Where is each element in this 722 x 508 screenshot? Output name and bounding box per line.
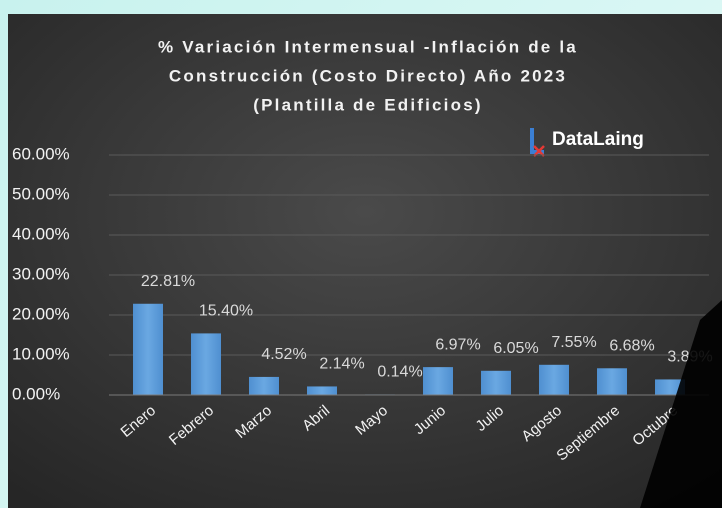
value-label: 22.81% bbox=[141, 273, 195, 290]
bar bbox=[539, 364, 569, 395]
chart-title: Construcción (Costo Directo) Año 2023 bbox=[169, 66, 567, 85]
y-tick-label: 60.00% bbox=[12, 144, 70, 163]
y-tick-label: 10.00% bbox=[12, 344, 70, 363]
logo-text: DataLaing bbox=[552, 129, 644, 150]
bar bbox=[249, 376, 279, 395]
bar bbox=[191, 333, 221, 395]
value-label: 6.97% bbox=[435, 336, 480, 353]
y-tick-label: 50.00% bbox=[12, 184, 70, 203]
bar bbox=[597, 368, 627, 395]
value-label: 4.52% bbox=[261, 346, 306, 363]
logo: DataLaing bbox=[530, 128, 644, 157]
bar bbox=[481, 370, 511, 395]
chart-title: (Plantilla de Edificios) bbox=[253, 95, 482, 114]
value-label: 6.05% bbox=[493, 340, 538, 357]
value-label: 0.14% bbox=[377, 364, 422, 381]
chart-title: % Variación Intermensual -Inflación de l… bbox=[158, 37, 578, 56]
chart-background bbox=[8, 14, 722, 508]
y-tick-label: 30.00% bbox=[12, 264, 70, 283]
value-label: 15.40% bbox=[199, 303, 253, 320]
bar bbox=[133, 303, 163, 395]
bar bbox=[423, 367, 453, 395]
y-tick-label: 20.00% bbox=[12, 304, 70, 323]
value-label: 6.68% bbox=[609, 337, 654, 354]
watermark bbox=[640, 300, 722, 508]
logo-icon bbox=[533, 145, 545, 157]
value-label: 7.55% bbox=[551, 334, 596, 351]
bar bbox=[307, 386, 337, 395]
y-tick-label: 0.00% bbox=[12, 384, 60, 403]
y-tick-label: 40.00% bbox=[12, 224, 70, 243]
value-label: 2.14% bbox=[319, 356, 364, 373]
